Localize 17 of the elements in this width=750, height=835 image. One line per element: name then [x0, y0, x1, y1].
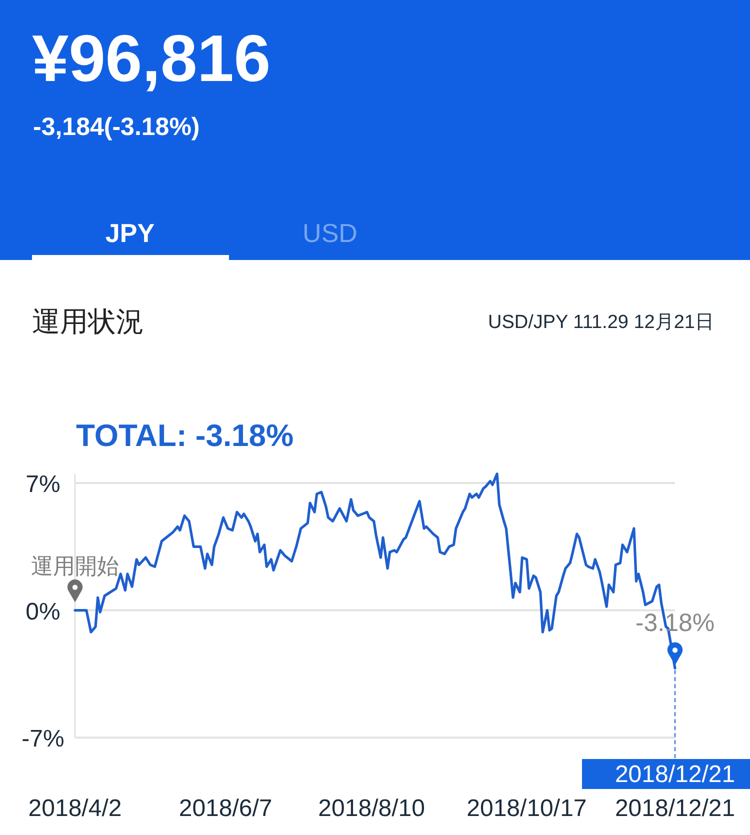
x-tick-label: 2018/12/21	[614, 795, 736, 822]
x-tick-label: 2018/8/10	[318, 795, 425, 822]
x-tick-label: 2018/4/2	[28, 795, 122, 822]
y-tick-label: 7%	[26, 470, 60, 498]
y-tick-label: 0%	[26, 598, 60, 626]
annotation: 2018/12/21	[614, 761, 736, 788]
x-tick-label: 2018/10/17	[466, 795, 587, 822]
annotation: 運用開始	[31, 553, 119, 578]
y-tick-label: -7%	[22, 726, 64, 753]
text: TOTAL: -3.18%	[76, 418, 294, 453]
text: JPY	[105, 218, 155, 248]
text: -3,184(-3.18%)	[33, 113, 200, 141]
text: USD	[302, 218, 358, 248]
x-tick-label: 2018/6/7	[178, 795, 272, 822]
chart-title: 運用状況	[32, 306, 144, 337]
chart-subtitle: USD/JPY 111.29 12月21日	[488, 312, 714, 333]
text: ¥96,816	[32, 21, 271, 95]
